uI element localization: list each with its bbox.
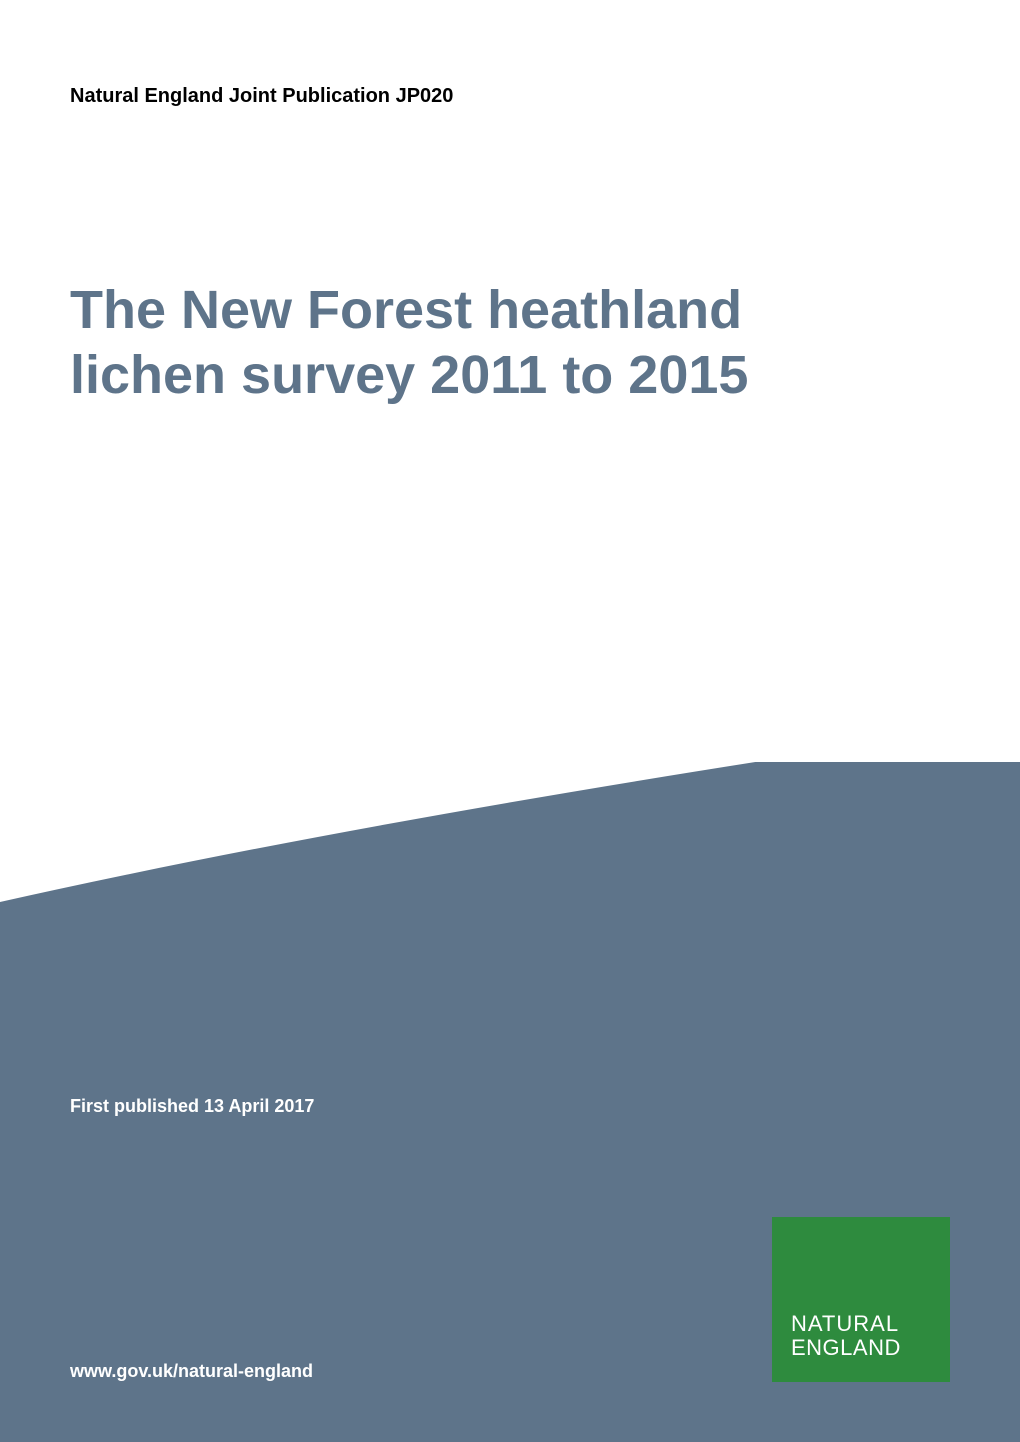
svg-text:ENGLAND: ENGLAND bbox=[791, 1335, 901, 1360]
main-title: The New Forest heathland lichen survey 2… bbox=[70, 278, 950, 408]
document-page: Natural England Joint Publication JP020 … bbox=[0, 0, 1020, 1442]
publication-code: Natural England Joint Publication JP020 bbox=[70, 85, 950, 108]
published-date: First published 13 April 2017 bbox=[70, 1096, 950, 1117]
logo-text-svg: NATURAL ENGLAND bbox=[786, 1309, 936, 1364]
footer-row: www.gov.uk/natural-england NATURAL ENGLA… bbox=[70, 1217, 950, 1382]
footer-content: First published 13 April 2017 www.gov.uk… bbox=[0, 1096, 1020, 1442]
title-line-1: The New Forest heathland bbox=[70, 280, 742, 340]
svg-text:NATURAL: NATURAL bbox=[791, 1311, 899, 1336]
title-line-2: lichen survey 2011 to 2015 bbox=[70, 345, 748, 405]
natural-england-logo: NATURAL ENGLAND bbox=[772, 1217, 950, 1382]
url-text: www.gov.uk/natural-england bbox=[70, 1361, 313, 1382]
